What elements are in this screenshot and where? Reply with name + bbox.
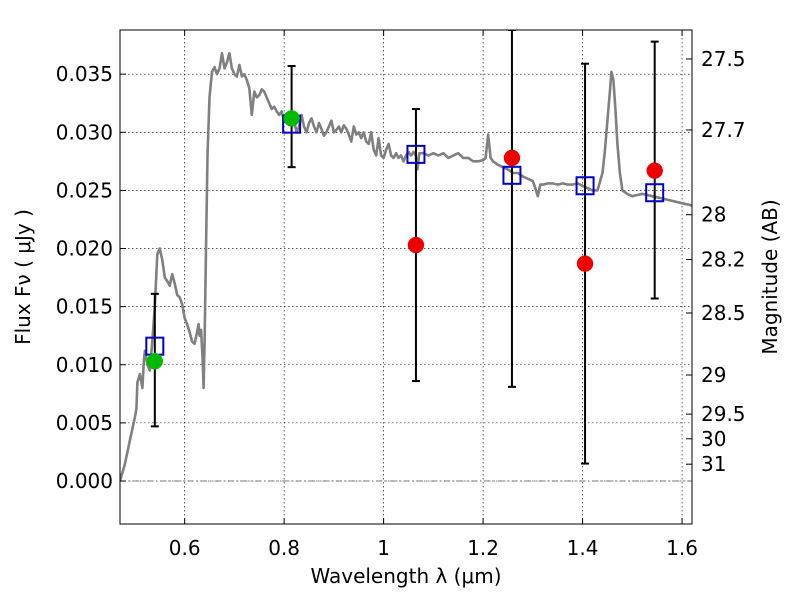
x-tick-label: 0.6 [169, 536, 201, 560]
x-tick-label: 1.2 [467, 536, 499, 560]
y-tick-label: 0.035 [56, 62, 113, 86]
mag-tick-label: 27.5 [701, 47, 746, 71]
mag-tick-label: 31 [701, 452, 726, 476]
y-tick-label: 0.010 [56, 353, 113, 377]
observed-point [146, 353, 164, 370]
model-square [406, 144, 426, 164]
model-square [645, 183, 665, 203]
model-square [575, 176, 595, 196]
template-spectrum [120, 51, 692, 482]
y-tick-label: 0.000 [56, 469, 113, 493]
mag-tick-label: 29 [701, 363, 726, 387]
y-tick-label: 0.005 [56, 411, 113, 435]
x-tick-label: 1 [377, 536, 390, 560]
mag-tick-label: 28 [701, 203, 726, 227]
spectrum-line [120, 51, 692, 482]
model-square [502, 165, 522, 185]
mag-tick-label: 28.2 [701, 248, 746, 272]
observed-point [283, 110, 300, 127]
y-axis-label-right: Magnitude (AB) [758, 199, 782, 354]
y-tick-label: 0.030 [56, 120, 113, 144]
x-tick-label: 0.8 [268, 536, 300, 560]
observed-point [407, 236, 425, 254]
plot-frame [119, 29, 693, 525]
y-tick-label: 0.025 [56, 178, 113, 202]
observed-point [576, 255, 594, 272]
data-markers [145, 110, 665, 370]
y-axis-label-left: Flux Fν ( μJy ) [11, 209, 35, 345]
mag-tick-label: 30 [701, 427, 726, 451]
observed-point [646, 162, 663, 179]
mag-tick-label: 29.5 [701, 402, 746, 426]
axis-ticks: 0.6 0.8 1 1.2 1.4 1.6 0.000 0.005 0.010 0.015 0.02… [56, 30, 746, 560]
mag-tick-label: 28.5 [701, 301, 746, 325]
x-axis-label: Wavelength λ (μm) [310, 564, 501, 588]
y-tick-label: 0.020 [56, 237, 113, 261]
y-tick-label: 0.015 [56, 295, 113, 319]
mag-tick-label: 27.7 [701, 118, 746, 142]
x-tick-label: 1.6 [666, 536, 698, 560]
x-tick-label: 1.4 [567, 536, 599, 560]
observed-point [503, 149, 521, 167]
